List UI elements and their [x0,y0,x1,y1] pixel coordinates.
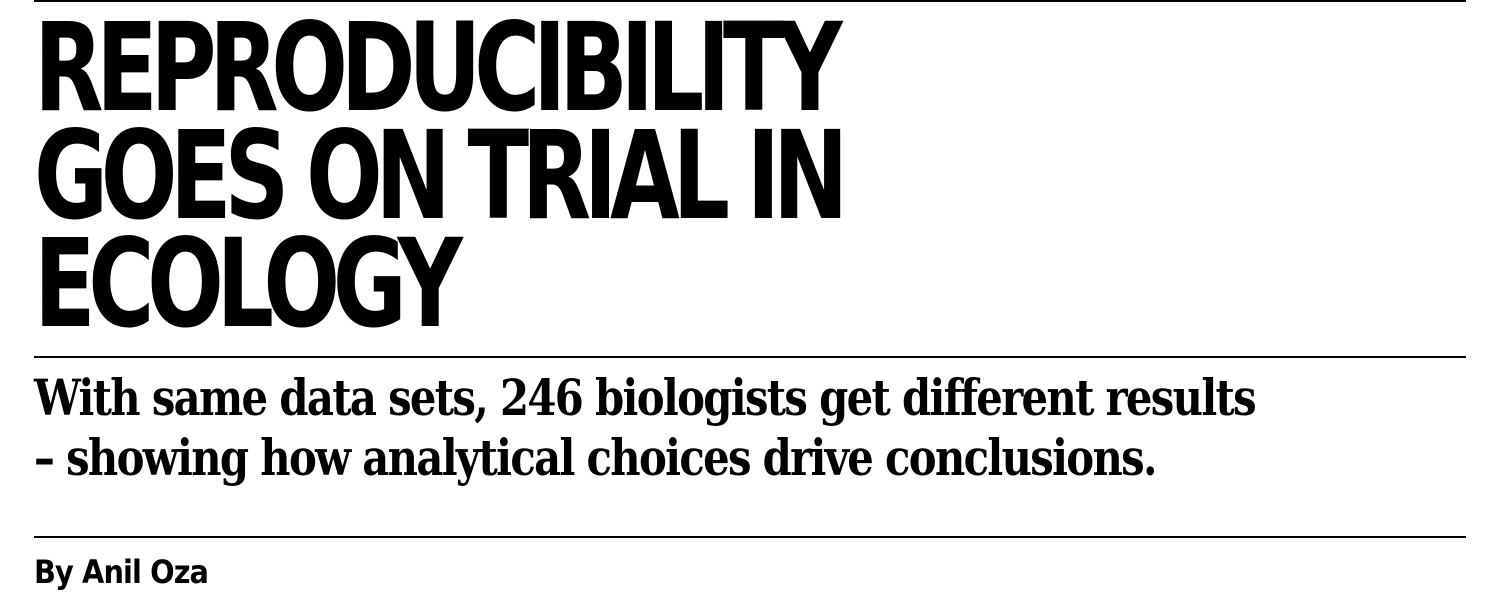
headline-line-1: REPRODUCIBILITY [34,0,843,139]
headline-line-3: ECOLOGY [34,213,463,355]
headline-line-2: GOES ON TRIAL IN [34,105,848,247]
dek-line-1: With same data sets, 246 biologists get … [34,368,1257,427]
dek-line-2: – showing how analytical choices drive c… [34,428,1158,487]
headline-divider [34,356,1466,358]
article-dek: With same data sets, 246 biologists get … [34,368,1257,488]
article-headline: REPRODUCIBILITY GOES ON TRIAL IN ECOLOGY [34,0,848,355]
article-byline: By Anil Oza [34,553,209,591]
byline-divider [34,536,1466,538]
top-divider [34,0,1466,2]
